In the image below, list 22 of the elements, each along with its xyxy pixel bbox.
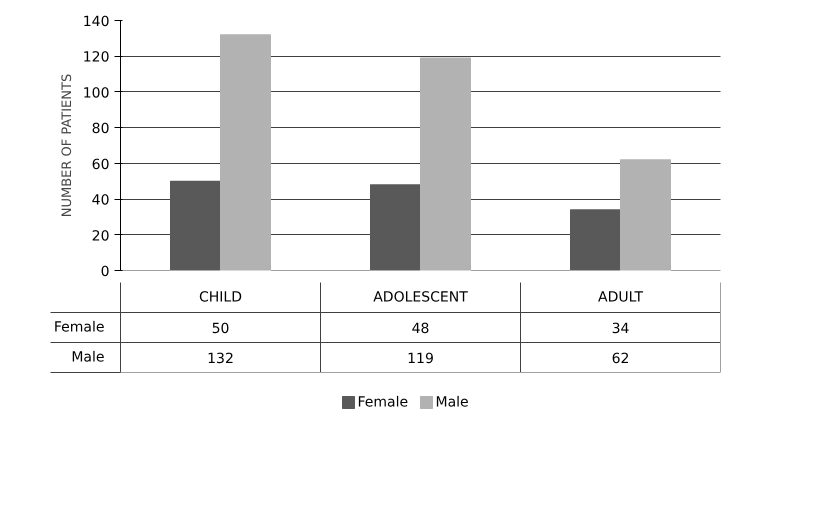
y-tick-label: 0: [100, 264, 110, 280]
y-tick-label: 140: [82, 14, 110, 30]
y-tick-label: 80: [92, 121, 110, 138]
y-tick-label: 40: [92, 192, 110, 209]
data-label: 50: [212, 321, 230, 337]
y-tick-label: 20: [92, 228, 110, 244]
x-tick-label: ADOLESCENT: [373, 290, 468, 306]
text: Female: [54, 320, 105, 336]
legend-label: Male: [436, 394, 469, 410]
text: Male: [71, 350, 105, 366]
legend-label: Female: [358, 394, 408, 410]
y-axis-title: NUMBER OF PATIENTS: [60, 74, 75, 218]
data-label: 48: [412, 321, 430, 337]
data-label: 62: [612, 351, 630, 367]
x-tick-label: ADULT: [598, 290, 644, 306]
y-tick-label: 100: [82, 85, 110, 102]
y-tick-label: 120: [82, 50, 110, 66]
data-label: 132: [207, 351, 234, 367]
x-tick-label: CHILD: [198, 290, 242, 306]
y-tick-label: 60: [92, 156, 110, 173]
data-label: 34: [612, 321, 630, 337]
data-label: 119: [407, 351, 434, 367]
